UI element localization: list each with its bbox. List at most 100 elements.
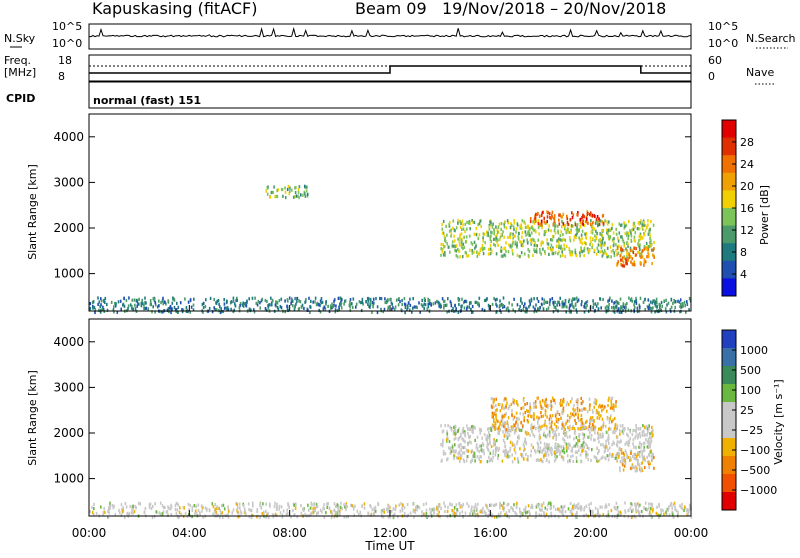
power-ylabel: Slant Range [km] [26,164,39,260]
heatmap-cell [648,244,651,249]
heatmap-cell [393,512,396,516]
heatmap-cell [598,239,600,243]
heatmap-cell [288,191,291,196]
station-title: Kapuskasing (fitACF) [92,0,257,18]
heatmap-cell [648,303,651,307]
heatmap-cell [373,301,375,305]
heatmap-cell [615,227,617,231]
heatmap-cell [631,463,634,467]
heatmap-cell [563,224,565,228]
x-tick-label: 00:00 [72,526,107,540]
heatmap-cell [456,255,459,259]
heatmap-cell [213,306,215,310]
heatmap-cell [490,397,493,401]
heatmap-cell [533,448,536,453]
heatmap-cell [458,240,461,244]
heatmap-cell [539,436,541,440]
heatmap-cell [552,221,555,225]
heatmap-cell [564,304,566,308]
heatmap-cell [686,300,688,304]
heatmap-cell [137,501,140,505]
heatmap-cell [601,417,604,421]
heatmap-cell [474,300,477,304]
heatmap-cell [423,297,426,301]
heatmap-cell [575,456,578,460]
heatmap-cell [264,515,266,519]
heatmap-cell [636,469,638,473]
heatmap-cell [522,406,525,410]
heatmap-cell [223,306,226,310]
heatmap-cell [491,513,494,517]
freq-panel-frame [88,54,692,82]
heatmap-cell [550,450,552,454]
heatmap-cell [624,224,626,229]
heatmap-cell [457,297,460,301]
heatmap-cell [652,254,655,258]
heatmap-cell [239,506,241,510]
heatmap-cell [447,424,449,428]
heatmap-cell [624,509,626,513]
heatmap-cell [667,506,670,510]
heatmap-cell [118,508,120,512]
heatmap-cell [533,424,536,428]
heatmap-cell [292,304,294,308]
heatmap-cell [645,424,648,428]
heatmap-cell [508,509,511,513]
heatmap-cell [664,307,667,311]
heatmap-cell [466,254,468,258]
heatmap-cell [134,307,137,311]
heatmap-cell [575,233,578,237]
heatmap-cell [579,426,581,430]
heatmap-cell [507,235,509,240]
heatmap-cell [493,438,495,442]
heatmap-cell [632,223,635,227]
heatmap-cell [590,428,593,432]
heatmap-cell [580,413,583,418]
colorbar-tick-label: −100 [740,444,770,457]
heatmap-cell [488,247,490,251]
heatmap-cell [125,298,128,303]
heatmap-cell [634,456,636,460]
heatmap-cell [669,308,672,312]
heatmap-cell [290,515,292,519]
heatmap-cell [593,227,595,231]
heatmap-cell [673,299,675,303]
heatmap-cell [543,401,546,405]
heatmap-cell [607,229,610,233]
heatmap-cell [618,440,620,444]
heatmap-cell [639,435,642,439]
heatmap-cell [542,454,545,458]
heatmap-cell [149,302,152,306]
heatmap-cell [497,515,499,519]
heatmap-cell [93,507,95,511]
heatmap-cell [453,239,456,243]
heatmap-cell [253,310,256,314]
heatmap-cell [185,306,188,310]
heatmap-cell [586,300,589,304]
heatmap-cell [165,510,168,514]
heatmap-cell [134,303,136,307]
heatmap-cell [642,429,645,433]
heatmap-cell [634,239,637,243]
heatmap-cell [89,302,91,306]
heatmap-cell [597,302,599,306]
heatmap-cell [642,236,644,240]
heatmap-cell [424,512,426,517]
heatmap-cell [550,243,553,247]
heatmap-cell [467,254,470,258]
heatmap-cell [593,427,596,431]
heatmap-cell [651,457,653,461]
heatmap-cell [494,453,497,457]
heatmap-cell [466,227,468,231]
heatmap-cell [430,303,432,307]
heatmap-cell [649,432,651,436]
heatmap-cell [573,306,575,310]
heatmap-cell [577,211,579,215]
heatmap-cell [584,407,587,411]
heatmap-cell [503,407,505,411]
heatmap-cell [646,246,649,250]
heatmap-cell [484,298,487,302]
heatmap-cell [428,507,431,511]
heatmap-cell [495,238,497,242]
heatmap-cell [451,244,454,248]
